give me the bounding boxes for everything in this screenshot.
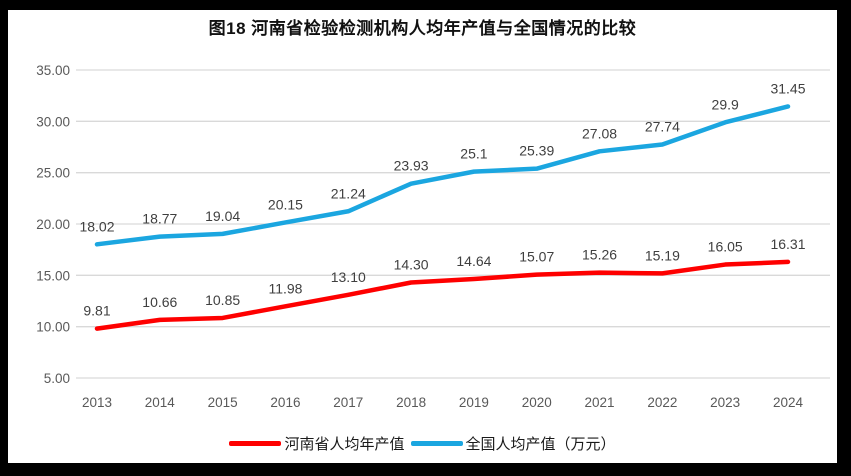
legend-swatch [229,441,282,446]
series-line [94,259,791,331]
data-label: 14.30 [394,257,429,273]
legend-swatch [410,441,463,446]
chart-title: 图18 河南省检验检测机构人均年产值与全国情况的比较 [208,19,637,38]
legend: 河南省人均年产值 全国人均产值（万元） [8,433,837,454]
data-label: 20.15 [268,196,303,212]
series-line [94,104,791,247]
data-label: 15.19 [645,247,680,263]
legend-item: 河南省人均年产值 [229,433,405,454]
x-tick-label: 2023 [710,395,740,410]
data-label: 23.93 [394,158,429,174]
data-label: 15.07 [519,249,554,265]
y-tick-label: 30.00 [36,114,70,129]
data-label: 21.24 [331,185,366,201]
data-label: 16.05 [708,239,743,255]
data-label: 9.81 [83,303,110,319]
legend-item: 全国人均产值（万元） [410,433,616,454]
data-label: 19.04 [205,208,240,224]
legend-label: 河南省人均年产值 [284,436,405,453]
legend-label: 全国人均产值（万元） [465,436,616,453]
data-label: 13.10 [331,269,366,285]
data-label: 10.66 [142,294,177,310]
data-label: 18.02 [79,218,114,234]
plot-svg: 5.00 10.00 15.00 20.00 25.00 30.00 35.00 2013 20… [36,63,830,410]
data-label: 15.26 [582,247,617,263]
y-tick-label: 10.00 [36,320,70,335]
y-tick-label: 5.00 [44,371,70,386]
data-label: 16.31 [770,236,805,252]
data-label: 25.39 [519,143,554,159]
data-label: 18.77 [142,211,177,227]
y-tick-label: 35.00 [36,63,70,78]
x-tick-label: 2017 [333,395,363,410]
x-tick-label: 2020 [522,395,552,410]
data-label: 10.85 [205,292,240,308]
data-label: 27.08 [582,125,617,141]
data-label: 31.45 [770,80,805,96]
x-tick-label: 2019 [459,395,489,410]
x-tick-label: 2024 [773,395,804,410]
x-tick-label: 2014 [145,395,176,410]
data-label: 27.74 [645,119,680,135]
x-tick-label: 2015 [208,395,238,410]
x-tick-label: 2022 [647,395,677,410]
x-tick-label: 2021 [585,395,615,410]
x-tick-label: 2013 [82,395,112,410]
y-tick-label: 20.00 [36,217,70,232]
data-label: 14.64 [456,253,491,269]
x-tick-label: 2016 [270,395,300,410]
data-label: 29.9 [712,96,739,112]
data-label: 25.1 [460,146,487,162]
y-tick-label: 25.00 [36,166,70,181]
x-tick-label: 2018 [396,395,426,410]
data-label: 11.98 [268,280,302,296]
chart-canvas: 图18 河南省检验检测机构人均年产值与全国情况的比较 5.00 10.00 15.0… [8,10,837,463]
y-tick-label: 15.00 [36,268,70,283]
